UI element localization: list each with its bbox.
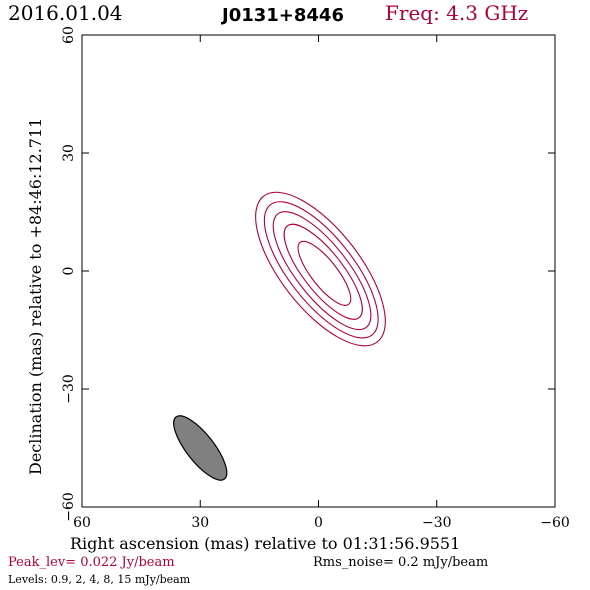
y-tick-label: 0 <box>61 267 77 276</box>
x-tick-label: 30 <box>191 515 209 531</box>
observation-date: 2016.01.04 <box>8 1 123 25</box>
contour-line <box>272 211 372 331</box>
contour-line <box>283 223 363 320</box>
peak-level: Peak_lev= 0.022 Jy/beam <box>8 555 175 570</box>
y-tick-label: 60 <box>61 26 77 44</box>
x-tick-label: 0 <box>314 515 323 531</box>
y-tick-label: 30 <box>61 144 77 162</box>
contour-line <box>297 240 352 306</box>
source-name: J0131+8446 <box>220 5 344 26</box>
rms-noise: Rms_noise= 0.2 mJy/beam <box>313 555 488 570</box>
x-tick-label: −30 <box>422 515 452 531</box>
x-tick-label: −60 <box>540 515 570 531</box>
beam-ellipse <box>173 415 228 481</box>
contour-line <box>255 191 386 347</box>
y-tick-label: −30 <box>61 374 77 404</box>
contour-levels: Levels: 0.9, 2, 4, 8, 15 mJy/beam <box>8 573 191 586</box>
beam-group <box>173 415 228 481</box>
x-tick-label: 60 <box>73 515 91 531</box>
contour-group <box>255 191 386 347</box>
axis-ticks: 60 30 0 −30 −60 −60 −30 0 30 60 <box>61 26 570 531</box>
y-tick-label: −60 <box>61 492 77 522</box>
frequency-label: Freq: 4.3 GHz <box>385 1 528 25</box>
y-axis-label: Declination (mas) relative to +84:46:12.… <box>26 118 45 475</box>
contour-line <box>263 201 379 339</box>
x-axis-label: Right ascension (mas) relative to 01:31:… <box>70 534 460 553</box>
plot-frame <box>81 34 556 508</box>
